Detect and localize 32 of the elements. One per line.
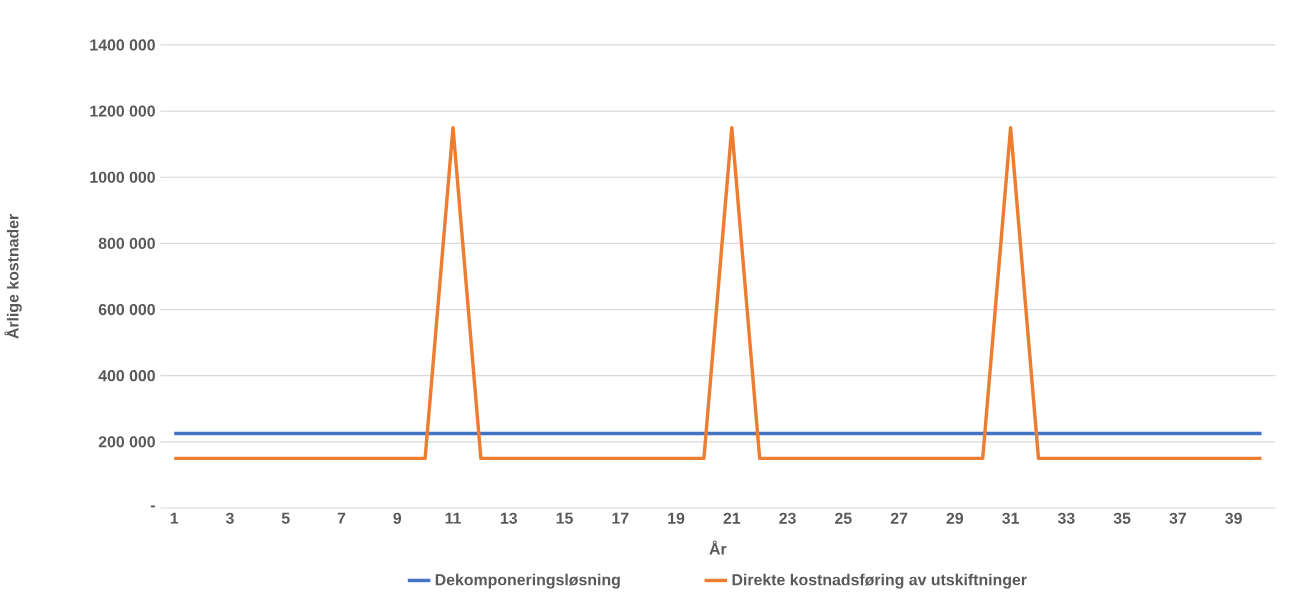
legend-label: Dekomponeringsløsning [435,573,620,589]
x-tick-label: 25 [835,512,852,524]
x-axis-title: År [709,540,727,555]
x-tick-label: 3 [225,512,234,524]
y-tick-label: 600 000 [98,303,155,316]
x-tick-label: 19 [668,512,685,524]
x-tick-label: 17 [612,512,629,524]
x-tick-label: 37 [1169,512,1187,524]
x-tick-label: 7 [337,512,346,524]
x-tick-label: 33 [1057,512,1075,524]
x-tick-label: 11 [445,512,461,524]
y-tick-label: 1200 000 [90,105,155,117]
x-tick-label: 9 [393,512,402,524]
x-tick-label: 27 [890,512,908,524]
y-tick-label: - [150,505,155,508]
y-tick-label: 800 000 [98,237,155,249]
x-tick-label: 5 [281,512,290,524]
legend-label: Direkte kostnadsføring av utskiftninger [732,573,1027,589]
x-tick-label: 31 [1002,512,1019,524]
x-tick-label: 23 [779,512,796,524]
y-axis-title: Årlige kostnader [4,214,22,339]
y-tick-label: 1400 000 [90,39,155,51]
x-tick-label: 1 [170,512,179,524]
y-tick-label: 200 000 [98,436,155,448]
x-tick-label: 13 [500,512,518,524]
x-tick-label: 29 [946,512,964,524]
x-tick-label: 39 [1225,512,1242,524]
x-tick-label: 35 [1113,512,1131,524]
y-tick-label: 1000 000 [90,171,155,183]
x-tick-label: 21 [723,512,741,524]
y-tick-label: 400 000 [98,370,155,382]
x-tick-label: 15 [556,512,573,524]
